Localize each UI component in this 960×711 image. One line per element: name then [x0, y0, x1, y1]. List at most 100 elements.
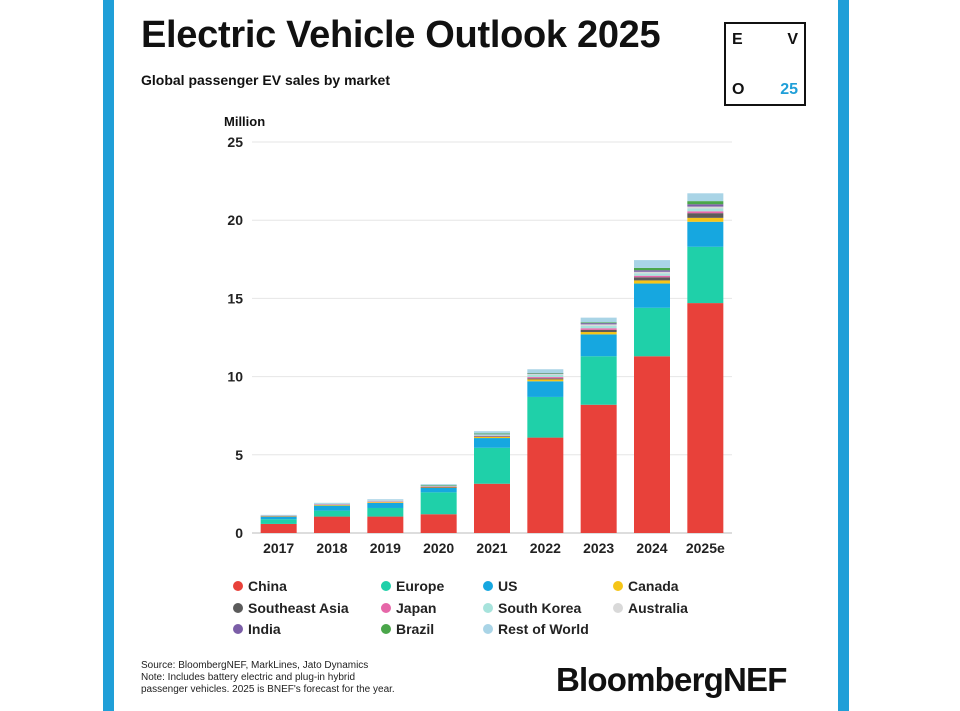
- x-tick-label: 2021: [476, 540, 507, 556]
- legend-label: Australia: [628, 599, 688, 616]
- bar-europe-2021: [474, 447, 510, 484]
- legend-item-canada: Canada: [613, 578, 679, 594]
- bar-rest-of-world-2022: [527, 369, 564, 374]
- bar-us-2017: [260, 516, 297, 520]
- evo-badge: E V O 25: [724, 22, 806, 106]
- bar-india-2025e: [687, 204, 724, 207]
- legend-item-china: China: [233, 578, 287, 594]
- bar-china-2017: [260, 523, 297, 533]
- legend-label: US: [498, 578, 518, 594]
- bar-us-2021: [474, 438, 510, 448]
- bar-japan-2021: [474, 435, 510, 437]
- bar-south-korea-2025e: [687, 208, 724, 212]
- bar-europe-2017: [260, 519, 297, 524]
- bar-south-korea-2019: [367, 500, 404, 502]
- badge-letter-e: E: [732, 31, 743, 48]
- bar-rest-of-world-2020: [420, 484, 457, 486]
- bar-brazil-2024: [634, 267, 670, 271]
- bar-canada-2024: [634, 280, 670, 284]
- bar-brazil-2022: [527, 373, 564, 374]
- bar-canada-2022: [527, 379, 564, 382]
- legend-label: Canada: [628, 578, 679, 594]
- bar-southeast-asia-2021: [474, 436, 510, 437]
- bar-south-korea-2023: [580, 325, 617, 329]
- bar-us-2023: [580, 334, 617, 357]
- bar-europe-2019: [367, 507, 404, 517]
- legend-item-us: US: [483, 578, 517, 594]
- legend-swatch: [381, 602, 391, 613]
- bar-australia-2024: [634, 271, 670, 274]
- bar-australia-2023: [580, 324, 617, 326]
- note-line-1: Note: Includes battery electric and plug…: [141, 672, 356, 683]
- bar-south-korea-2018: [314, 503, 350, 505]
- bar-us-2024: [634, 283, 670, 308]
- x-tick-label: 2020: [423, 540, 454, 556]
- y-tick-label: 25: [227, 134, 243, 150]
- bar-brazil-2021: [474, 433, 510, 435]
- bar-brazil-2023: [580, 322, 617, 324]
- bar-brazil-2020: [420, 485, 457, 487]
- source-note: Source: BloombergNEF, MarkLines, Jato Dy…: [141, 660, 395, 696]
- legend-swatch: [233, 602, 243, 613]
- chart-title: Electric Vehicle Outlook 2025: [141, 14, 661, 56]
- legend-label: China: [248, 578, 287, 594]
- x-tick-label: 2017: [263, 540, 294, 556]
- x-tick-label: 2024: [636, 540, 667, 556]
- bar-south-korea-2022: [527, 374, 564, 378]
- bar-canada-2018: [314, 505, 350, 506]
- legend-label: Southeast Asia: [248, 599, 349, 616]
- bar-japan-2018: [314, 504, 350, 506]
- bar-japan-2019: [367, 501, 404, 503]
- bar-china-2025e: [687, 303, 724, 533]
- x-tick-label: 2019: [370, 540, 401, 556]
- bar-china-2024: [634, 356, 670, 533]
- bar-rest-of-world-2021: [474, 431, 510, 434]
- legend-item-europe: Europe: [381, 578, 444, 594]
- bar-rest-of-world-2025e: [687, 193, 724, 202]
- note-line-2: passenger vehicles. 2025 is BNEF's forec…: [141, 684, 395, 695]
- tick-labels: 0 5 10 15 20 25 2017 2018 2019 2020 2021 2022 2023 20…: [227, 134, 725, 556]
- bar-china-2018: [314, 516, 350, 533]
- bar-southeast-asia-2025e: [687, 213, 724, 218]
- bar-brazil-2025e: [687, 201, 724, 205]
- x-tick-label: 2022: [530, 540, 561, 556]
- x-tick-label: 2025e: [686, 540, 725, 556]
- bar-india-2022: [527, 373, 564, 375]
- bar-india-2024: [634, 270, 670, 272]
- legend-label: India: [248, 621, 281, 637]
- legend-item-japan: Japan: [381, 600, 436, 616]
- bar-canada-2021: [474, 436, 510, 439]
- bar-rest-of-world-2019: [367, 499, 404, 501]
- badge-letter-v: V: [787, 31, 798, 48]
- legend-swatch: [613, 581, 623, 591]
- bar-japan-2023: [580, 328, 617, 330]
- bar-china-2023: [580, 404, 617, 533]
- bar-us-2018: [314, 505, 350, 511]
- chart-subtitle: Global passenger EV sales by market: [141, 72, 391, 88]
- legend-label: Europe: [396, 578, 445, 594]
- legend-swatch: [233, 624, 243, 634]
- bar-japan-2017: [260, 515, 297, 517]
- legend-swatch: [613, 602, 623, 613]
- bar-china-2020: [420, 514, 457, 533]
- bar-australia-2022: [527, 374, 564, 375]
- legend-swatch: [381, 581, 391, 591]
- bar-japan-2022: [527, 377, 564, 379]
- bar-japan-2025e: [687, 211, 724, 214]
- bar-canada-2019: [367, 502, 404, 503]
- legend-item-australia: Australia: [613, 600, 688, 616]
- legend-label: Brazil: [396, 621, 435, 637]
- bars: [260, 193, 724, 533]
- bar-south-korea-2017: [260, 515, 297, 516]
- bar-japan-2024: [634, 275, 670, 278]
- legend-swatch: [483, 602, 493, 613]
- bar-rest-of-world-2023: [580, 317, 617, 323]
- y-axis-label: Million: [224, 114, 266, 129]
- bar-southeast-asia-2022: [527, 378, 564, 380]
- bar-europe-2022: [527, 396, 564, 438]
- legend-label: Japan: [396, 599, 437, 616]
- legend-swatch: [381, 624, 391, 634]
- bar-south-korea-2021: [474, 434, 510, 436]
- badge-letter-o: O: [732, 81, 745, 98]
- legend-label: Rest of World: [498, 621, 589, 637]
